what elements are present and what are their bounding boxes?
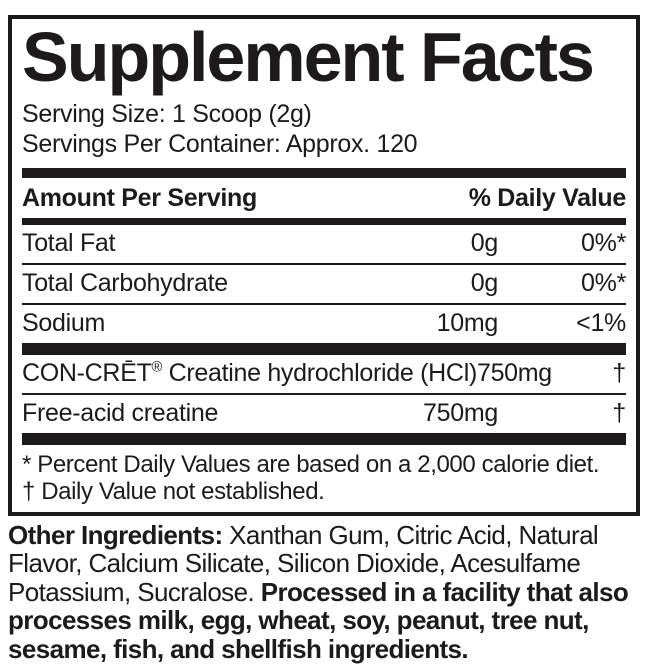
panel-title: Supplement Facts [22, 18, 595, 96]
nutrient-amount: 0g [470, 268, 499, 297]
table-row: CON-CRĒT® Creatine hydrochloride (HCl) 7… [22, 355, 626, 393]
table-row: Total Fat 0g 0%* [22, 225, 626, 263]
other-ingredients-list: Xanthan Gum, Citric Acid, Natural Flavor… [8, 519, 599, 607]
table-row: Free-acid creatine 750mg † [22, 395, 626, 433]
thick-divider [22, 217, 626, 225]
table-header-row: Amount Per Serving % Daily Value [22, 178, 626, 218]
nutrient-daily-value: 0%* [581, 228, 626, 257]
other-ingredients-label: Other Ingredients: [8, 519, 223, 550]
servings-per-container-text: Servings Per Container: Approx. 120 [22, 129, 418, 158]
nutrient-name: Total Fat [22, 228, 116, 257]
serving-size-text: Serving Size: 1 Scoop (2g) [22, 99, 312, 128]
nutrient-amount: 750mg [423, 398, 498, 427]
nutrient-amount: 750mg [476, 358, 552, 387]
nutrient-name: CON-CRĒT® Creatine hydrochloride (HCl) [22, 358, 477, 387]
table-row: Total Carbohydrate 0g 0%* [22, 265, 626, 303]
thin-divider [22, 302, 626, 305]
nutrient-amount: 0g [470, 228, 499, 257]
footnote-dagger: † Daily Value not established. [22, 477, 325, 505]
nutrient-daily-value: 0%* [581, 268, 626, 297]
daily-value-header: % Daily Value [468, 183, 627, 212]
thick-divider [22, 167, 626, 178]
amount-per-serving-header: Amount Per Serving [22, 183, 257, 212]
nutrient-name: Free-acid creatine [22, 398, 219, 427]
thin-divider [22, 392, 626, 395]
other-ingredients-paragraph: Other Ingredients: Xanthan Gum, Citric A… [8, 521, 640, 664]
thick-divider [22, 432, 626, 445]
footnotes: * Percent Daily Values are based on a 2,… [22, 451, 626, 505]
supplement-facts-panel: Supplement Facts Serving Size: 1 Scoop (… [8, 15, 640, 516]
thin-divider [22, 262, 626, 265]
nutrient-daily-value: † [612, 398, 626, 427]
table-row: Sodium 10mg <1% [22, 305, 626, 343]
nutrient-daily-value: <1% [576, 308, 626, 337]
nutrient-name: Total Carbohydrate [22, 268, 228, 297]
nutrient-amount: 10mg [436, 308, 499, 337]
footnote-asterisk: * Percent Daily Values are based on a 2,… [22, 450, 600, 478]
nutrient-name: Sodium [22, 308, 105, 337]
nutrient-daily-value: † [612, 358, 626, 387]
thick-divider [22, 342, 626, 355]
